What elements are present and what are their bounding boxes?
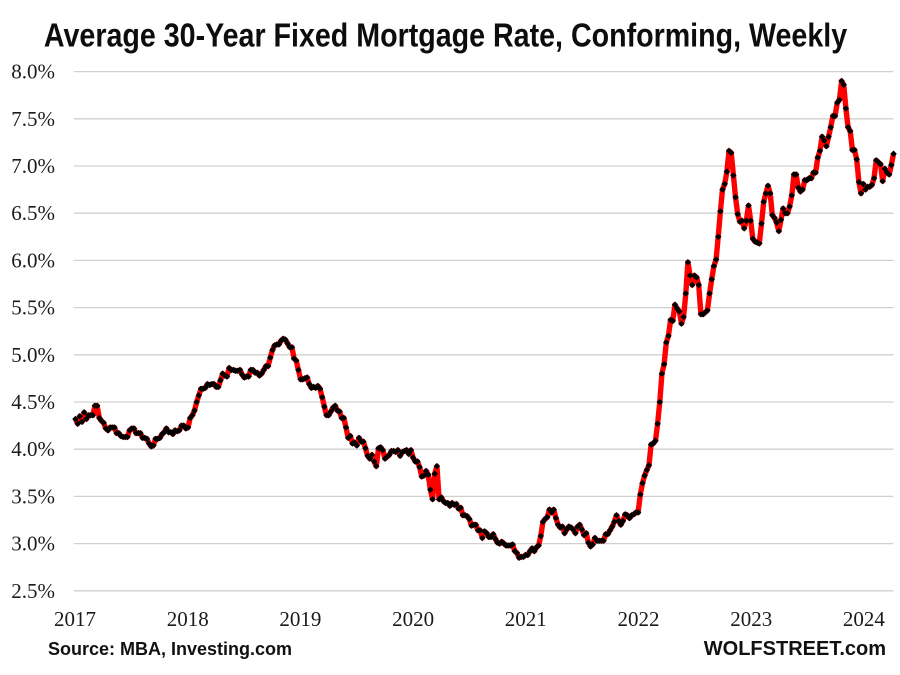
svg-text:7.5%: 7.5% <box>11 107 55 131</box>
svg-text:3.5%: 3.5% <box>11 484 55 508</box>
svg-text:2017: 2017 <box>54 607 96 631</box>
svg-text:8.0%: 8.0% <box>11 60 55 84</box>
svg-text:3.0%: 3.0% <box>11 532 55 556</box>
svg-text:Source: MBA, Investing.com: Source: MBA, Investing.com <box>48 639 292 659</box>
svg-text:6.0%: 6.0% <box>11 248 55 272</box>
svg-text:Average 30-Year Fixed Mortgage: Average 30-Year Fixed Mortgage Rate, Con… <box>44 17 847 54</box>
svg-text:5.5%: 5.5% <box>11 296 55 320</box>
svg-text:WOLFSTREET.com: WOLFSTREET.com <box>704 638 886 660</box>
svg-text:2018: 2018 <box>167 607 209 631</box>
svg-text:5.0%: 5.0% <box>11 343 55 367</box>
svg-text:2.5%: 2.5% <box>11 579 55 603</box>
svg-text:2021: 2021 <box>505 607 547 631</box>
svg-text:7.0%: 7.0% <box>11 154 55 178</box>
svg-text:4.5%: 4.5% <box>11 390 55 414</box>
svg-text:2020: 2020 <box>392 607 434 631</box>
svg-text:6.5%: 6.5% <box>11 201 55 225</box>
svg-text:2019: 2019 <box>279 607 321 631</box>
svg-text:4.0%: 4.0% <box>11 437 55 461</box>
svg-text:2023: 2023 <box>730 607 772 631</box>
svg-text:2022: 2022 <box>618 607 660 631</box>
svg-text:2024: 2024 <box>843 607 886 631</box>
